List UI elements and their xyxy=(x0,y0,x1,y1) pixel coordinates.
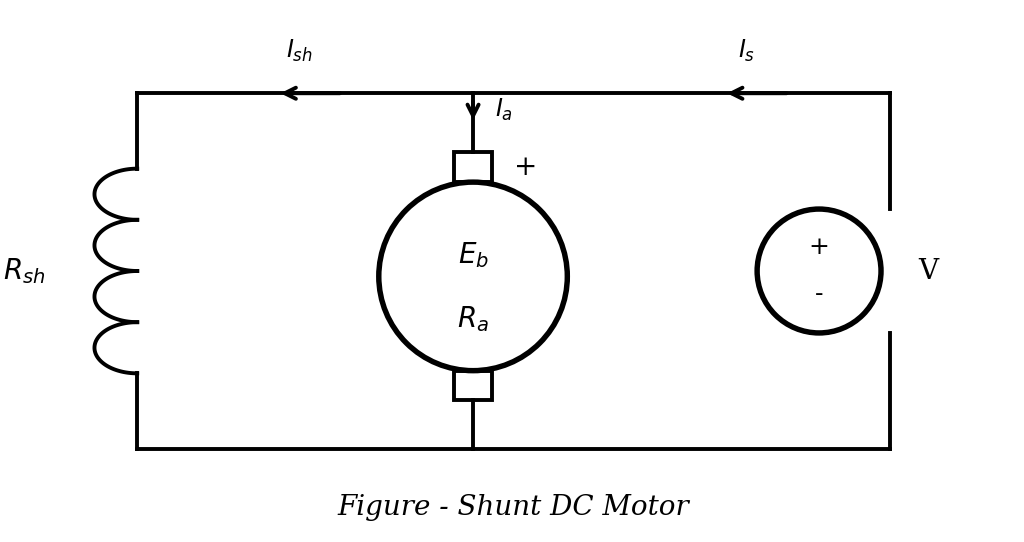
Text: V: V xyxy=(919,257,939,285)
Text: $I_{sh}$: $I_{sh}$ xyxy=(287,37,313,63)
Text: +: + xyxy=(809,236,829,259)
Text: $I_s$: $I_s$ xyxy=(737,37,755,63)
Text: +: + xyxy=(514,154,538,181)
Text: $R_{sh}$: $R_{sh}$ xyxy=(3,256,46,286)
Text: $I_a$: $I_a$ xyxy=(495,96,513,122)
Text: Figure - Shunt DC Motor: Figure - Shunt DC Motor xyxy=(338,494,689,521)
Text: $E_b$: $E_b$ xyxy=(458,240,488,270)
Text: -: - xyxy=(815,283,823,306)
Text: $R_a$: $R_a$ xyxy=(457,305,489,334)
